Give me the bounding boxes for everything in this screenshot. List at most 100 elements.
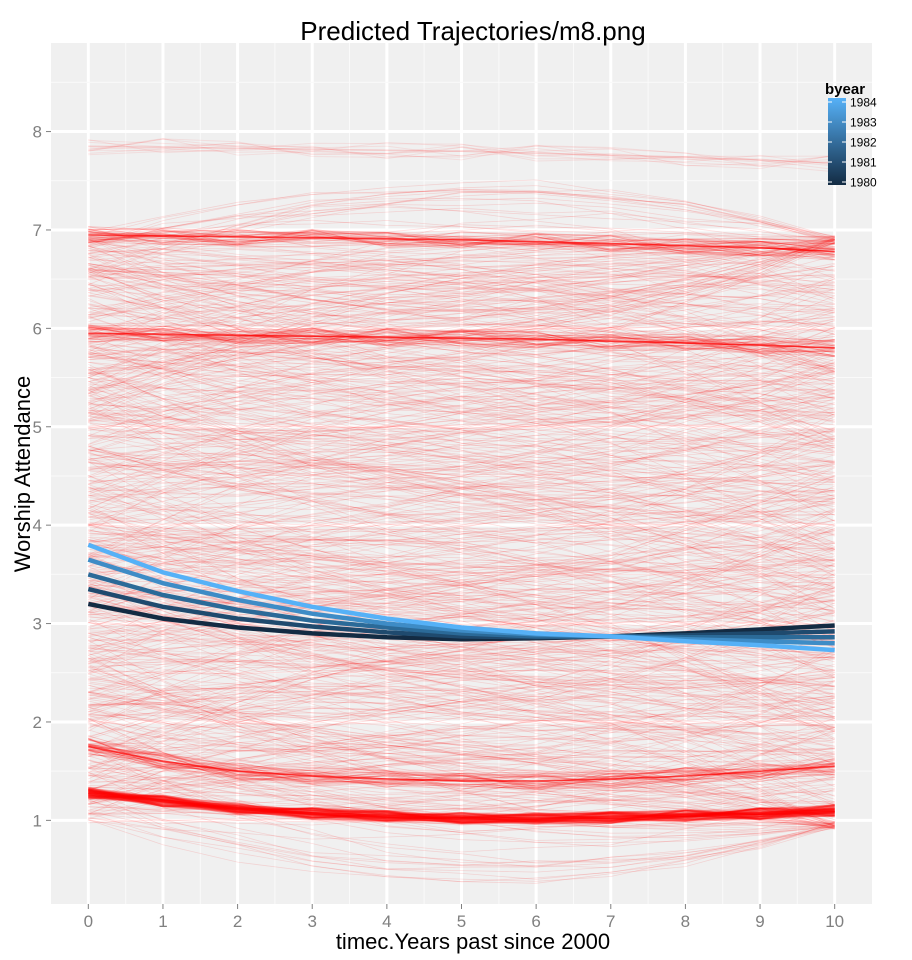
trajectory-line-299 xyxy=(88,587,835,726)
trajectory-line-552 xyxy=(88,586,835,756)
trajectory-line-614 xyxy=(88,392,835,480)
trajectory-line-356 xyxy=(88,428,835,589)
trajectory-line-681 xyxy=(88,698,835,773)
trajectory-line-509 xyxy=(88,514,835,531)
trajectory-line-431 xyxy=(88,533,835,649)
trajectory-line-694 xyxy=(88,306,835,383)
trajectory-line-387 xyxy=(88,285,835,417)
trajectory-line-395 xyxy=(88,242,835,377)
trajectory-line-835 xyxy=(88,141,835,167)
trajectory-line-14 xyxy=(88,541,835,612)
trajectory-line-478 xyxy=(88,541,835,690)
trajectory-line-207 xyxy=(88,237,835,309)
trajectory-line-216 xyxy=(88,224,835,262)
trajectory-line-649 xyxy=(88,461,835,525)
trajectory-line-180 xyxy=(88,238,835,330)
trajectory-line-597 xyxy=(88,256,835,277)
trajectory-line-682 xyxy=(88,345,835,503)
trajectory-band-2 xyxy=(88,332,835,349)
trajectory-line-278 xyxy=(88,275,835,370)
trajectory-line-660 xyxy=(88,242,835,376)
trajectory-line-192 xyxy=(88,275,835,386)
trajectory-line-822 xyxy=(88,230,835,252)
trajectory-line-572 xyxy=(88,638,835,797)
x-tick-label-2: 2 xyxy=(233,912,242,931)
trajectory-line-365 xyxy=(88,407,835,489)
trajectory-line-684 xyxy=(88,687,835,806)
trajectory-line-9 xyxy=(88,382,835,439)
trajectory-line-495 xyxy=(88,305,835,372)
trajectory-line-819 xyxy=(88,232,835,259)
trajectory-line-735 xyxy=(88,788,835,823)
trajectory-line-328 xyxy=(88,746,835,821)
trajectory-line-481 xyxy=(88,602,835,721)
trajectory-line-599 xyxy=(88,238,835,254)
trajectory-line-334 xyxy=(88,544,835,618)
trajectory-line-469 xyxy=(88,571,835,753)
trajectory-line-384 xyxy=(88,387,835,446)
trajectory-line-492 xyxy=(88,496,835,599)
trajectory-line-667 xyxy=(88,282,835,347)
trajectory-line-64 xyxy=(88,539,835,678)
trajectory-line-73 xyxy=(88,697,835,801)
trajectory-line-697 xyxy=(88,237,835,317)
trajectory-line-616 xyxy=(88,607,835,693)
trajectory-line-780 xyxy=(88,748,835,789)
trajectory-line-225 xyxy=(88,394,835,501)
trajectory-line-166 xyxy=(88,493,835,613)
trajectory-line-116 xyxy=(88,638,835,716)
trajectory-line-736 xyxy=(88,788,835,825)
trajectory-line-767 xyxy=(88,737,835,788)
trajectory-line-171 xyxy=(88,402,835,491)
trajectory-line-520 xyxy=(88,543,835,596)
legend: byear 1984 1983 1982 1981 1980 xyxy=(825,81,877,190)
trajectory-line-393 xyxy=(88,494,835,606)
trajectory-line-3 xyxy=(88,333,835,422)
trajectory-line-258 xyxy=(88,413,835,478)
trajectory-line-218 xyxy=(88,523,835,668)
trajectory-line-223 xyxy=(88,386,835,516)
trajectory-line-109 xyxy=(88,238,835,270)
trajectory-line-145 xyxy=(88,238,835,247)
trajectory-line-285 xyxy=(88,784,835,840)
trajectory-line-642 xyxy=(88,348,835,429)
trajectory-line-446 xyxy=(88,529,835,713)
trajectory-line-651 xyxy=(88,351,835,422)
trajectory-line-370 xyxy=(88,692,835,796)
trajectory-line-793 xyxy=(88,326,835,352)
trajectory-line-128 xyxy=(88,377,835,503)
trajectory-line-284 xyxy=(88,445,835,567)
trajectory-line-18 xyxy=(88,520,835,629)
trajectory-band-0 xyxy=(88,791,835,820)
trajectory-line-490 xyxy=(88,512,835,706)
trajectory-line-598 xyxy=(88,418,835,495)
trajectory-line-219 xyxy=(88,315,835,424)
trajectory-line-52 xyxy=(88,633,835,736)
trajectory-line-312 xyxy=(88,707,835,747)
trajectory-line-27 xyxy=(88,810,835,866)
trajectory-line-815 xyxy=(88,232,835,257)
trajectory-line-811 xyxy=(88,229,835,251)
trajectory-line-238 xyxy=(88,240,835,294)
trajectory-line-530 xyxy=(88,681,835,814)
trajectory-line-566 xyxy=(88,304,835,375)
trajectory-line-435 xyxy=(88,266,835,454)
trajectory-line-820 xyxy=(88,236,835,255)
trajectory-line-463 xyxy=(88,521,835,590)
trajectory-line-663 xyxy=(88,234,835,319)
trajectory-line-537 xyxy=(88,464,835,609)
trajectory-line-21 xyxy=(88,678,835,803)
legend-title: byear xyxy=(825,81,865,98)
trajectory-line-177 xyxy=(88,290,835,420)
trajectory-line-326 xyxy=(88,442,835,600)
trajectory-line-643 xyxy=(88,224,835,242)
trajectory-line-55 xyxy=(88,367,835,421)
trajectory-line-443 xyxy=(88,502,835,548)
trajectory-line-586 xyxy=(88,365,835,384)
trajectory-line-716 xyxy=(88,788,835,823)
trajectory-line-617 xyxy=(88,428,835,574)
legend-labels: 1984 1983 1982 1981 1980 xyxy=(828,96,877,190)
trajectory-line-476 xyxy=(88,757,835,825)
trajectory-line-151 xyxy=(88,263,835,382)
trajectory-line-816 xyxy=(88,233,835,261)
